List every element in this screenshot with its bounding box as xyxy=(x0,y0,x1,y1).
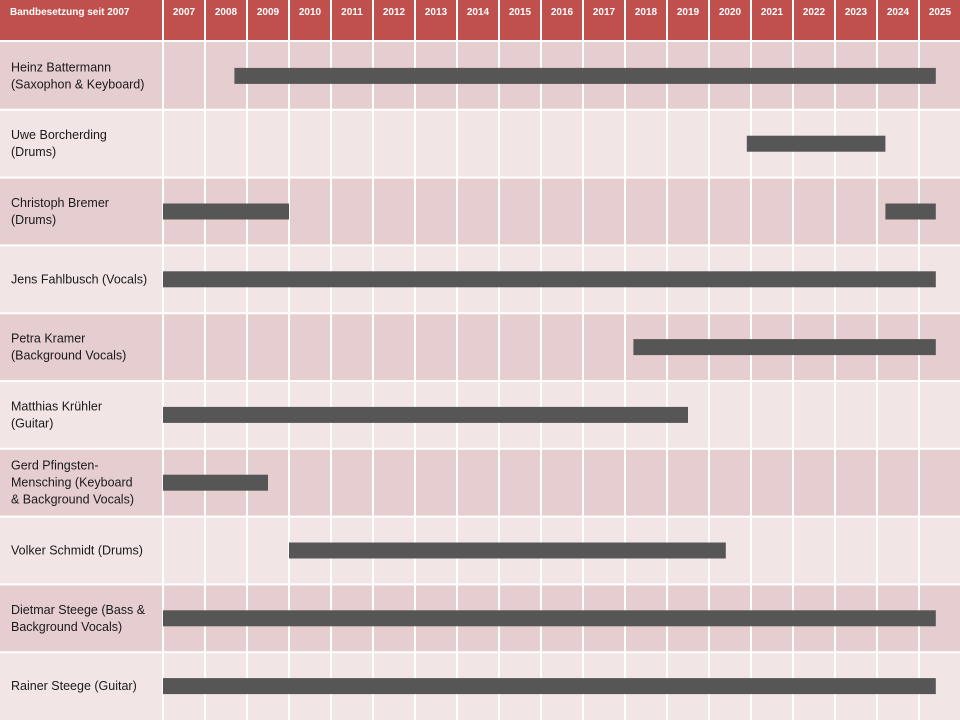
row-label-line: Background Vocals) xyxy=(11,620,122,634)
row-label-line: Jens Fahlbusch (Vocals) xyxy=(11,272,147,286)
row-label: Volker Schmidt (Drums) xyxy=(11,544,143,558)
year-label-2012: 2012 xyxy=(383,7,406,18)
membership-bar xyxy=(746,135,886,152)
header-background xyxy=(0,0,960,40)
row-label-line: (Guitar) xyxy=(11,416,53,430)
row-label: Uwe Borcherding (Drums) xyxy=(11,128,107,159)
year-label-2020: 2020 xyxy=(719,7,742,18)
row-label: Petra Kramer (Background Vocals) xyxy=(11,332,126,363)
year-label-2023: 2023 xyxy=(845,7,868,18)
row-label-line: Uwe Borcherding xyxy=(11,128,107,142)
row-label-line: Christoph Bremer xyxy=(11,196,109,210)
membership-bar xyxy=(163,678,936,695)
year-label-2013: 2013 xyxy=(425,7,448,18)
bars-layer xyxy=(163,67,936,695)
year-label-2017: 2017 xyxy=(593,7,616,18)
chart-title: Bandbesetzung seit 2007 xyxy=(10,7,130,18)
year-label-2015: 2015 xyxy=(509,7,532,18)
row-background xyxy=(0,177,960,246)
year-label-2018: 2018 xyxy=(635,7,658,18)
row-label-line: & Background Vocals) xyxy=(11,493,134,507)
membership-bar xyxy=(234,67,936,84)
row-label-line: Rainer Steege (Guitar) xyxy=(11,679,137,693)
year-label-2024: 2024 xyxy=(887,7,910,18)
year-label-2008: 2008 xyxy=(215,7,238,18)
year-label-2019: 2019 xyxy=(677,7,700,18)
row-label-line: Petra Kramer xyxy=(11,332,85,346)
row-label-line: Heinz Battermann xyxy=(11,60,111,74)
year-label-2011: 2011 xyxy=(341,7,363,18)
row-label: Gerd Pfingsten- Mensching (Keyboard & Back… xyxy=(11,459,134,507)
row-label: Jens Fahlbusch (Vocals) xyxy=(11,272,147,286)
membership-bar xyxy=(163,271,936,288)
row-label-line: (Drums) xyxy=(11,145,56,159)
membership-bar xyxy=(289,542,726,559)
row-label: Christoph Bremer (Drums) xyxy=(11,196,109,227)
row-label: Dietmar Steege (Bass & Background Vocals) xyxy=(11,603,146,634)
row-label-line: (Background Vocals) xyxy=(11,349,126,363)
year-label-2009: 2009 xyxy=(257,7,280,18)
year-label-2010: 2010 xyxy=(299,7,322,18)
year-label-2021: 2021 xyxy=(761,7,784,18)
membership-bar xyxy=(163,474,268,491)
row-label: Matthias Krühler (Guitar) xyxy=(11,399,102,430)
membership-bar xyxy=(163,406,688,423)
row-label-line: Volker Schmidt (Drums) xyxy=(11,544,143,558)
row-label-line: (Drums) xyxy=(11,213,56,227)
row-background xyxy=(0,448,960,517)
row-label-line: Dietmar Steege (Bass & xyxy=(11,603,146,617)
year-label-2016: 2016 xyxy=(551,7,574,18)
year-label-2014: 2014 xyxy=(467,7,490,18)
membership-bar xyxy=(633,339,936,356)
year-label-2022: 2022 xyxy=(803,7,826,18)
row-label: Heinz Battermann (Saxophon & Keyboard) xyxy=(11,60,144,91)
row-label-line: Mensching (Keyboard xyxy=(11,476,133,490)
year-label-2025: 2025 xyxy=(929,7,952,18)
row-label-line: (Saxophon & Keyboard) xyxy=(11,77,144,91)
membership-bar xyxy=(885,203,936,220)
row-label-line: Matthias Krühler xyxy=(11,399,102,413)
header-row: Bandbesetzung seit 2007 2007 2008 2009 2010… xyxy=(0,0,960,40)
row-label-line: Gerd Pfingsten- xyxy=(11,459,99,473)
membership-bar xyxy=(163,203,289,220)
year-label-2007: 2007 xyxy=(173,7,196,18)
membership-bar xyxy=(163,610,936,627)
row-label: Rainer Steege (Guitar) xyxy=(11,679,137,693)
